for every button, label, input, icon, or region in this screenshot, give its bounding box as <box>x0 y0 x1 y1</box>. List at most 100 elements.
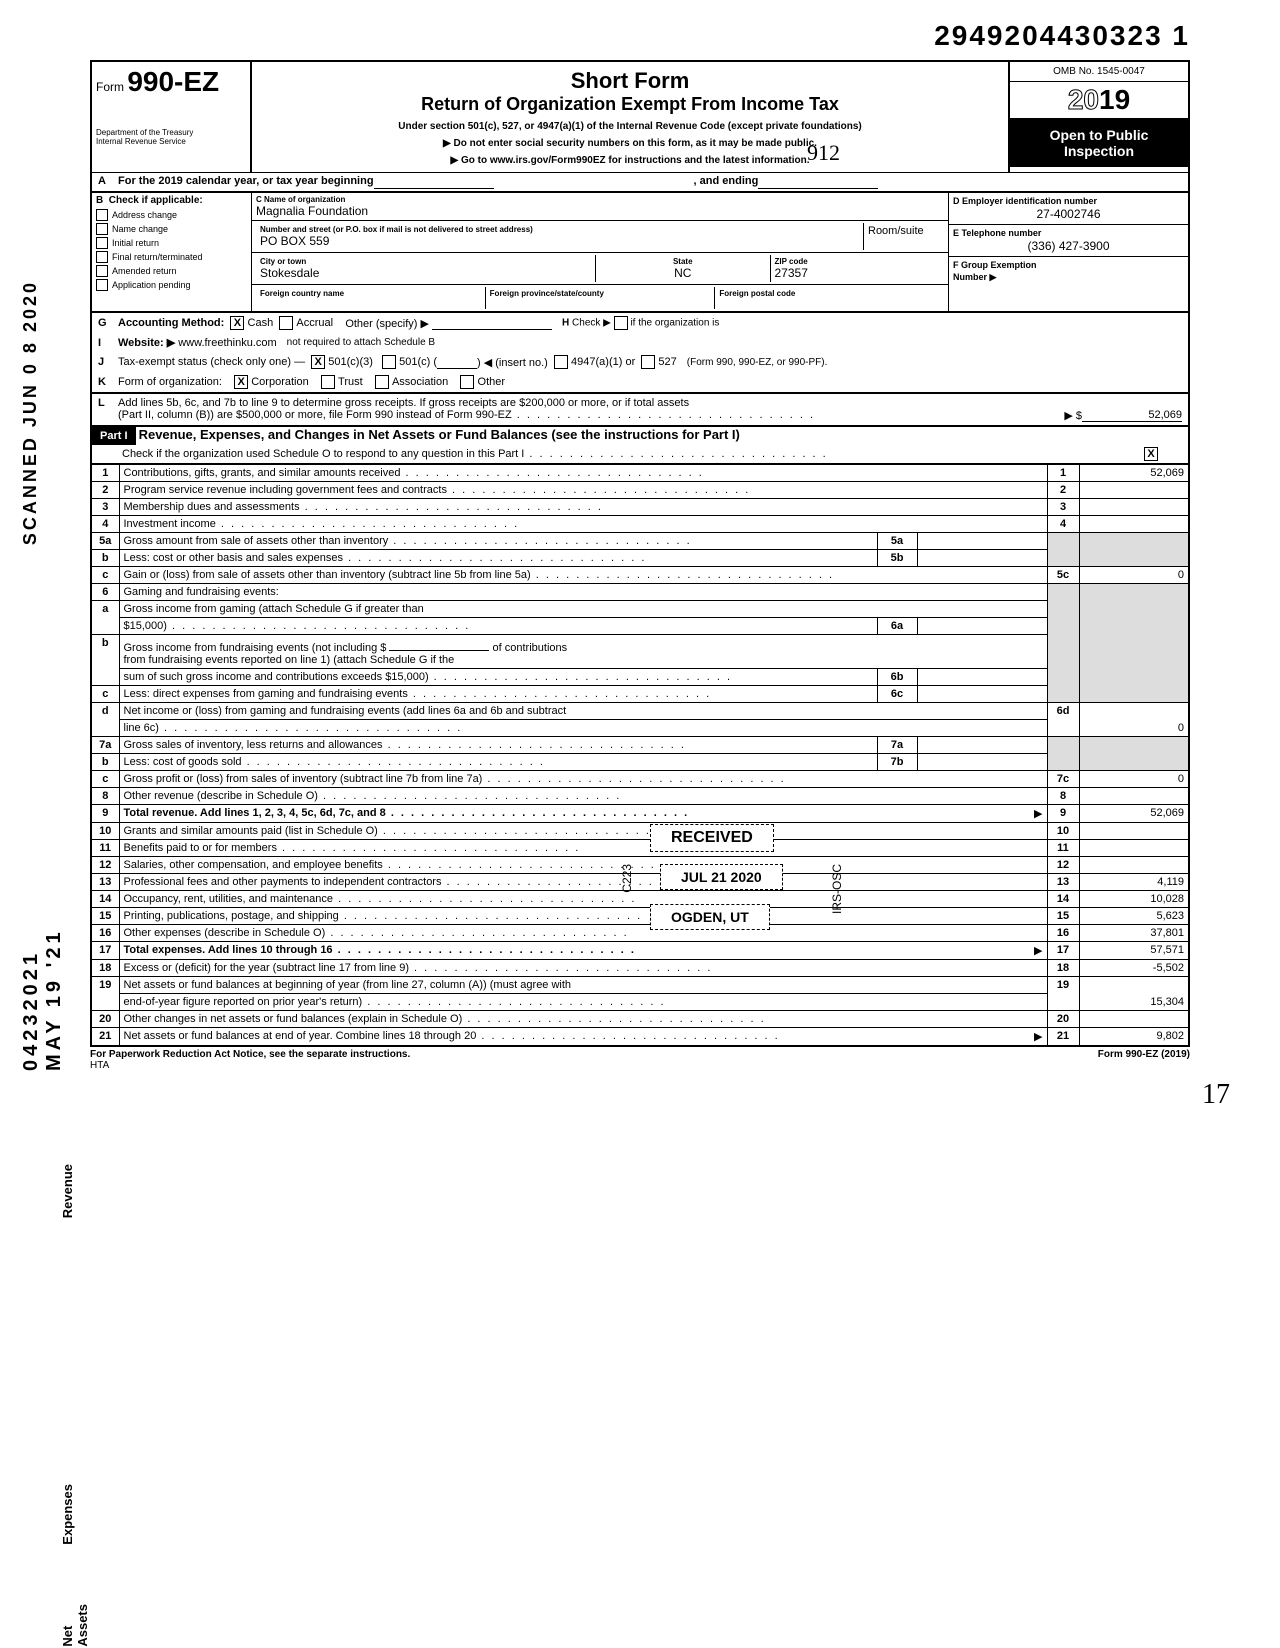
lbl-501c3: 501(c)(3) <box>328 356 373 368</box>
ln21-en: 21 <box>1047 1028 1079 1047</box>
label-j: J <box>98 356 118 368</box>
phone-label: E Telephone number <box>953 228 1041 238</box>
chk-amended[interactable] <box>96 265 108 277</box>
side-assets-label: Net Assets <box>60 1604 90 1647</box>
side-expenses-label: Expenses <box>60 1484 75 1545</box>
chk-name-change[interactable] <box>96 223 108 235</box>
ln7b-midval <box>917 754 1047 771</box>
city-value: Stokesdale <box>260 266 319 280</box>
chk-initial-return[interactable] <box>96 237 108 249</box>
ln11-desc: Benefits paid to or for members <box>119 840 1047 857</box>
chk-app-pending[interactable] <box>96 279 108 291</box>
ln13-en: 13 <box>1047 874 1079 891</box>
ln7c-val: 0 <box>1079 771 1189 788</box>
ln16-val: 37,801 <box>1079 925 1189 942</box>
row-i: I Website: ▶ www.freethinku.com not requ… <box>90 333 1190 352</box>
state-value: NC <box>674 266 691 280</box>
scribble-912: 912 <box>807 140 840 166</box>
addr-value: PO BOX 559 <box>260 234 329 248</box>
ln4-desc: Investment income <box>119 516 1047 533</box>
ln6b-amount-field[interactable] <box>389 637 489 651</box>
ln15-val: 5,623 <box>1079 908 1189 925</box>
ln6b-desc2: of contributions <box>493 642 568 654</box>
ln21-desc: Net assets or fund balances at end of ye… <box>124 1030 780 1042</box>
ln7b-desc: Less: cost of goods sold <box>119 754 877 771</box>
ein-label: D Employer identification number <box>953 196 1097 206</box>
form-label: Form <box>96 80 124 94</box>
ln6c-desc: Less: direct expenses from gaming and fu… <box>119 686 877 703</box>
ln7a-desc: Gross sales of inventory, less returns a… <box>119 737 877 754</box>
part-1-label: Part I <box>92 427 136 445</box>
group-exempt-label2: Number ▶ <box>953 272 996 282</box>
ln17-arrow: ▶ <box>1034 944 1042 957</box>
ogden-stamp: OGDEN, UT <box>650 904 770 930</box>
other-method-field[interactable] <box>432 316 552 330</box>
ln7c-en: 7c <box>1047 771 1079 788</box>
ln8-val <box>1079 788 1189 805</box>
ln6a-num: a <box>91 601 119 635</box>
ln6a-mid: 6a <box>877 618 917 635</box>
ln16-desc: Other expenses (describe in Schedule O) <box>119 925 1047 942</box>
ln5b-desc: Less: cost or other basis and sales expe… <box>119 550 877 567</box>
label-l: L <box>98 397 118 422</box>
ln10-val <box>1079 823 1189 840</box>
year-begin-field[interactable] <box>374 175 494 189</box>
form-subtitle-2: ▶ Do not enter social security numbers o… <box>258 138 1002 149</box>
ln5c-en: 5c <box>1047 567 1079 584</box>
state-label: State <box>600 257 766 266</box>
chk-final-return[interactable] <box>96 251 108 263</box>
ln18-desc: Excess or (deficit) for the year (subtra… <box>119 960 1047 977</box>
chk-h[interactable] <box>614 316 628 330</box>
year-suffix: 19 <box>1099 84 1130 115</box>
ln1-en: 1 <box>1047 465 1079 482</box>
ln3-desc: Membership dues and assessments <box>119 499 1047 516</box>
ln7b-mid: 7b <box>877 754 917 771</box>
ln12-desc: Salaries, other compensation, and employ… <box>119 857 1047 874</box>
ln17-en: 17 <box>1047 942 1079 960</box>
chk-cash[interactable]: X <box>230 316 244 330</box>
vert-date-stamp: 04232021 MAY 19 '21 <box>20 920 66 1071</box>
chk-association[interactable] <box>375 375 389 389</box>
ln6d-desc: Net income or (loss) from gaming and fun… <box>119 703 1047 720</box>
chk-501c[interactable] <box>382 355 396 369</box>
lbl-other-org: Other <box>478 376 506 388</box>
label-b: B <box>96 195 103 206</box>
chk-other-org[interactable] <box>460 375 474 389</box>
ln19-en: 19 <box>1047 977 1079 1011</box>
501c-insert-field[interactable] <box>437 355 477 369</box>
year-end-field[interactable] <box>758 175 878 189</box>
ln10-en: 10 <box>1047 823 1079 840</box>
ln13-num: 13 <box>91 874 119 891</box>
ln6d-num: d <box>91 703 119 737</box>
website-value: www.freethinku.com <box>178 337 276 349</box>
ln19-val: 15,304 <box>1079 977 1189 1011</box>
scanned-stamp: SCANNED JUN 0 8 2020 <box>20 280 41 545</box>
chk-501c3[interactable]: X <box>311 355 325 369</box>
part-1-header: Part I Revenue, Expenses, and Changes in… <box>90 425 1190 464</box>
chk-schedule-o[interactable]: X <box>1144 447 1158 461</box>
ln9-en: 9 <box>1047 805 1079 823</box>
ln2-desc: Program service revenue including govern… <box>119 482 1047 499</box>
ln6d-en: 6d <box>1047 703 1079 737</box>
chk-4947[interactable] <box>554 355 568 369</box>
chk-accrual[interactable] <box>279 316 293 330</box>
chk-527[interactable] <box>641 355 655 369</box>
ln2-val <box>1079 482 1189 499</box>
ln13-val: 4,119 <box>1079 874 1189 891</box>
chk-trust[interactable] <box>321 375 335 389</box>
ln1-num: 1 <box>91 465 119 482</box>
ln7b-num: b <box>91 754 119 771</box>
part-1-sub: Check if the organization used Schedule … <box>122 448 828 460</box>
omb-number: OMB No. 1545-0047 <box>1010 62 1188 82</box>
lbl-4947: 4947(a)(1) or <box>571 356 635 368</box>
lbl-501c-b: ) ◀ (insert no.) <box>477 356 548 369</box>
ln8-en: 8 <box>1047 788 1079 805</box>
chk-address-change[interactable] <box>96 209 108 221</box>
ln12-num: 12 <box>91 857 119 874</box>
ln8-num: 8 <box>91 788 119 805</box>
ln20-en: 20 <box>1047 1011 1079 1028</box>
lbl-accrual: Accrual <box>296 317 333 329</box>
foreign-prov-label: Foreign province/state/county <box>490 289 711 298</box>
lbl-corporation: Corporation <box>251 376 308 388</box>
chk-corporation[interactable]: X <box>234 375 248 389</box>
